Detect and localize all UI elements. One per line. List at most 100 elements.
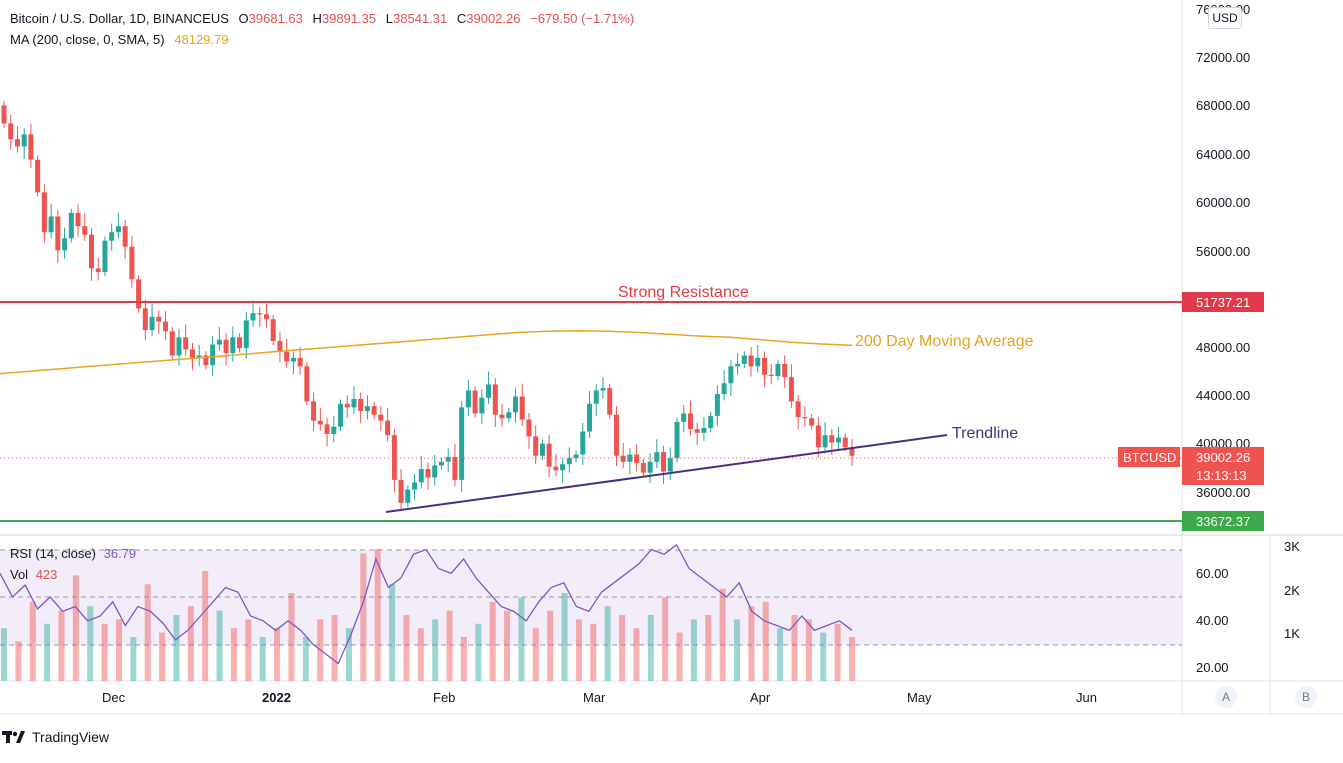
volume-bar [15, 641, 22, 681]
candle-body [364, 406, 370, 412]
candle-body [304, 366, 310, 402]
volume-bar [489, 601, 496, 681]
volume-bar [762, 601, 769, 681]
candle-body [149, 316, 155, 331]
time-label: Mar [583, 690, 606, 705]
candle-body [418, 469, 424, 483]
candle-body [795, 401, 801, 418]
resistance-annotation: Strong Resistance [618, 284, 749, 301]
brand-name: TradingView [32, 729, 110, 745]
candle-body [68, 212, 74, 239]
ma-legend[interactable]: MA (200, close, 0, SMA, 5) 48129.79 [10, 32, 228, 47]
candle-body [115, 226, 121, 233]
symbol-legend[interactable]: Bitcoin / U.S. Dollar, 1D, BINANCEUS O39… [10, 11, 634, 26]
volume-bar [705, 615, 712, 681]
tradingview-brand[interactable]: TradingView [2, 727, 109, 747]
volume-bar [662, 597, 669, 681]
rsi-axis[interactable]: 60.00 40.00 20.00 [1196, 566, 1229, 675]
volume-bar [101, 623, 108, 681]
price-tick: 56000.00 [1196, 244, 1250, 259]
rsi-legend[interactable]: RSI (14, close) 36.79 [10, 546, 136, 561]
base-scale-button[interactable]: B [1295, 686, 1317, 708]
symbol-title: Bitcoin / U.S. Dollar, 1D, BINANCEUS [10, 11, 229, 26]
volume-bar [345, 628, 352, 681]
volume-bar [518, 597, 525, 681]
volume-bar [159, 632, 166, 681]
candle-body [223, 339, 229, 354]
ma-annotation: 200 Day Moving Average [855, 333, 1034, 350]
volume-bar [173, 615, 180, 681]
price-change: −679.50 (−1.71%) [530, 11, 635, 26]
volume-bar [288, 593, 295, 681]
candle-body [836, 437, 842, 443]
volume-bar [274, 628, 281, 681]
trendline-annotation: Trendline [952, 425, 1018, 442]
time-axis[interactable]: Dec 2022 Feb Mar Apr May Jun [102, 690, 1097, 705]
ohlc-open: O39681.63 [238, 11, 303, 26]
candle-body [741, 355, 747, 364]
candle-body [593, 390, 599, 404]
candle-body [748, 355, 754, 367]
candle-body [499, 414, 505, 419]
volume-bar [834, 623, 841, 681]
volume-bar [604, 606, 611, 681]
candle-body [156, 316, 162, 322]
volume-legend[interactable]: Vol 423 [10, 567, 57, 582]
candle-body [55, 216, 61, 251]
candle-body [378, 414, 384, 421]
volume-bar [590, 623, 597, 681]
candle-body [425, 469, 431, 478]
volume-bar [360, 553, 367, 681]
candle-body [189, 349, 195, 358]
candle-body [277, 340, 283, 352]
time-label: Feb [433, 690, 455, 705]
auto-scale-button[interactable]: A [1215, 686, 1237, 708]
candle-body [829, 435, 835, 443]
candle-body [560, 464, 566, 471]
candle-body [385, 420, 391, 436]
candle-body [459, 407, 465, 480]
candle-body [701, 427, 707, 433]
candle-body [620, 455, 626, 462]
candle-body [1, 105, 7, 124]
volume-bar [547, 610, 554, 681]
volume-bar [29, 601, 36, 681]
candle-body [809, 418, 815, 426]
candle-body [324, 424, 330, 434]
rsi-tick: 60.00 [1196, 566, 1229, 581]
volume-bar [561, 593, 568, 681]
candle-body [371, 406, 377, 415]
candle-body [95, 268, 101, 273]
candle-body [290, 357, 296, 362]
support-price-text: 33672.37 [1196, 514, 1250, 529]
candle-body [512, 396, 518, 413]
rsi-series [0, 543, 853, 665]
tradingview-logo-icon [2, 731, 25, 743]
candle-body [62, 238, 68, 251]
price-axis[interactable]: 76000.00 72000.00 68000.00 64000.00 6000… [1196, 2, 1250, 500]
candles [1, 101, 855, 512]
volume-bar [403, 615, 410, 681]
ma-series [0, 329, 853, 375]
candle-body [674, 421, 680, 459]
candle-body [412, 482, 418, 490]
volume-bar [259, 637, 266, 681]
last-price-text: 39002.26 [1196, 450, 1250, 465]
currency-button[interactable]: USD [1208, 7, 1242, 29]
rsi-tick: 20.00 [1196, 660, 1229, 675]
rsi-line [0, 543, 853, 665]
candle-body [284, 351, 290, 362]
candle-body [169, 331, 175, 356]
candle-body [788, 377, 794, 402]
candle-body [317, 420, 323, 425]
volume-axis[interactable]: 3K 2K 1K [1284, 539, 1300, 641]
candle-body [163, 321, 169, 332]
trendline[interactable] [385, 434, 948, 513]
time-label: Jun [1076, 690, 1097, 705]
candle-body [358, 398, 364, 412]
candle-body [714, 394, 720, 416]
candle-body [782, 363, 788, 378]
last-price-tag [1182, 447, 1264, 485]
